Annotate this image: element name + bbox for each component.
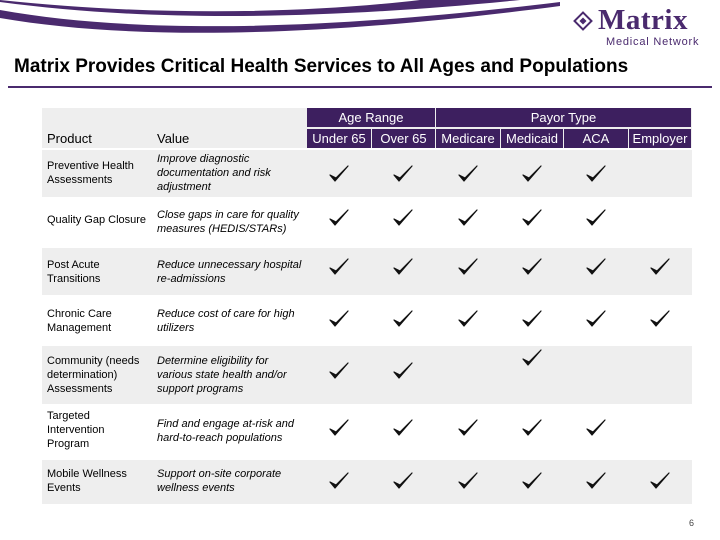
checkmark-icon — [650, 472, 670, 489]
checkmark-icon — [522, 310, 542, 327]
checkmark-icon — [458, 209, 478, 226]
checkmark-icon — [650, 258, 670, 275]
column-header-value: Value — [157, 131, 190, 146]
checkmark-icon — [522, 258, 542, 275]
checkmark-icon — [586, 258, 606, 275]
table-row: Targeted Intervention Program Find and e… — [42, 406, 692, 458]
row-product: Mobile Wellness Events — [47, 468, 127, 494]
checkmark-icon — [393, 472, 413, 489]
row-product: Post Acute Transitions — [47, 259, 101, 285]
column-header-under65: Under 65 — [307, 129, 371, 148]
column-header-medicaid: Medicaid — [501, 129, 563, 148]
checkmark-icon — [586, 310, 606, 327]
checkmark-icon — [522, 419, 542, 436]
checkmark-icon — [393, 258, 413, 275]
row-value: Find and engage at-risk and hard-to-reac… — [157, 418, 294, 444]
table-row: Community (needs determination) Assessme… — [42, 346, 692, 404]
matrix-logo: Matrix Medical Network — [572, 4, 702, 48]
checkmark-icon — [458, 472, 478, 489]
row-product: Chronic Care Management — [47, 308, 112, 334]
row-product: Community (needs determination) Assessme… — [47, 355, 140, 395]
row-product: Targeted Intervention Program — [47, 410, 105, 450]
group-header-age: Age Range — [307, 108, 435, 127]
row-value: Reduce unnecessary hospital re-admission… — [157, 259, 302, 285]
logo-subtitle: Medical Network — [606, 36, 700, 48]
table-row: Post Acute Transitions Reduce unnecessar… — [42, 248, 692, 295]
checkmark-icon — [458, 258, 478, 275]
checkmark-icon — [522, 165, 542, 182]
checkmark-icon — [458, 310, 478, 327]
table-row: Chronic Care Management Reduce cost of c… — [42, 297, 692, 344]
logo-wordmark: Matrix — [598, 4, 688, 36]
checkmark-icon — [586, 209, 606, 226]
row-value: Close gaps in care for quality measures … — [157, 209, 299, 235]
table-row: Preventive Health Assessments Improve di… — [42, 150, 692, 197]
checkmark-icon — [393, 419, 413, 436]
row-value: Reduce cost of care for high utilizers — [157, 308, 295, 334]
page-number: 6 — [688, 518, 694, 528]
column-header-medicare: Medicare — [436, 129, 500, 148]
checkmark-icon — [586, 165, 606, 182]
row-value: Improve diagnostic documentation and ris… — [157, 153, 271, 193]
checkmark-icon — [586, 472, 606, 489]
checkmark-icon — [393, 362, 413, 379]
checkmark-icon — [522, 209, 542, 226]
table-row: Quality Gap Closure Close gaps in care f… — [42, 199, 692, 246]
column-header-product: Product — [47, 131, 92, 146]
logo-diamond-icon — [573, 11, 593, 31]
checkmark-icon — [522, 349, 542, 366]
column-header-over65: Over 65 — [372, 129, 435, 148]
checkmark-icon — [393, 165, 413, 182]
checkmark-icon — [329, 362, 349, 379]
checkmark-icon — [329, 165, 349, 182]
checkmark-icon — [586, 419, 606, 436]
row-value: Support on-site corporate wellness event… — [157, 468, 282, 494]
group-header-payor: Payor Type — [436, 108, 691, 127]
checkmark-icon — [329, 209, 349, 226]
checkmark-icon — [458, 165, 478, 182]
header-swoosh — [0, 0, 560, 33]
checkmark-icon — [329, 310, 349, 327]
checkmark-icon — [393, 209, 413, 226]
page-title: Matrix Provides Critical Health Services… — [14, 56, 629, 77]
checkmark-icon — [522, 472, 542, 489]
column-header-employer: Employer — [629, 129, 691, 148]
row-value: Determine eligibility for various state … — [157, 355, 287, 395]
column-header-aca: ACA — [564, 129, 628, 148]
table-row: Mobile Wellness Events Support on-site c… — [42, 460, 692, 504]
checkmark-icon — [329, 472, 349, 489]
row-product: Quality Gap Closure — [47, 214, 147, 226]
checkmark-icon — [393, 310, 413, 327]
checkmark-icon — [650, 310, 670, 327]
title-divider — [8, 86, 712, 88]
checkmark-icon — [329, 419, 349, 436]
row-product: Preventive Health Assessments — [47, 160, 134, 186]
checkmark-icon — [458, 419, 478, 436]
checkmark-icon — [329, 258, 349, 275]
